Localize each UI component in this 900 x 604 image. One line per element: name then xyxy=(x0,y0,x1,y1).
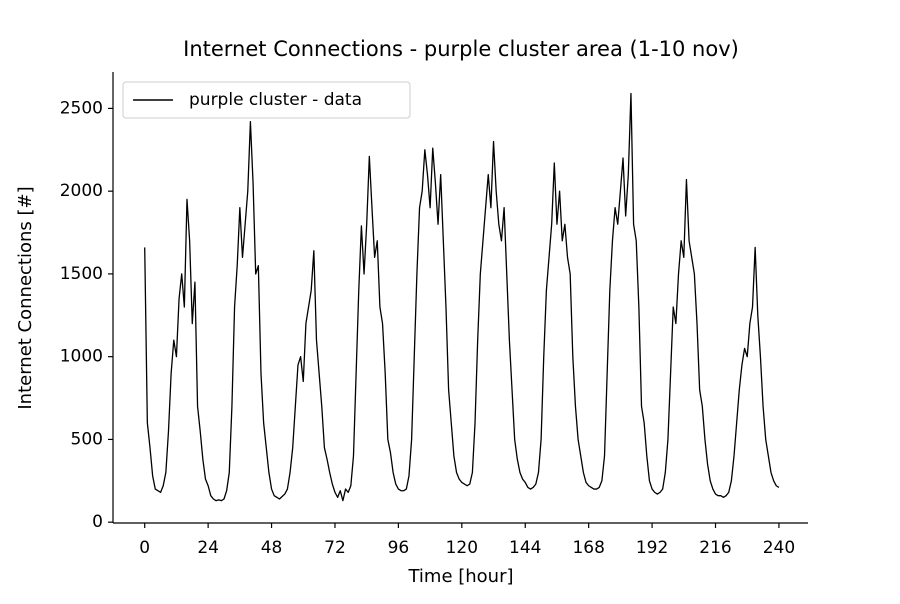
x-tick-label: 240 xyxy=(763,538,795,558)
legend-box xyxy=(122,81,411,119)
x-tick-label: 168 xyxy=(572,538,604,558)
x-tick-label: 24 xyxy=(197,538,219,558)
x-axis-label: Time [hour] xyxy=(407,566,513,587)
x-tick-label: 144 xyxy=(509,538,541,558)
y-tick-label: 500 xyxy=(71,429,103,449)
x-tick-label: 120 xyxy=(446,538,478,558)
y-tick-label: 2500 xyxy=(60,98,103,118)
x-tick-label: 192 xyxy=(636,538,668,558)
legend-label: purple cluster - data xyxy=(189,90,362,110)
y-tick-label: 1500 xyxy=(60,264,103,284)
x-tick-label: 48 xyxy=(261,538,283,558)
x-tick-label: 96 xyxy=(388,538,410,558)
x-tick-label: 216 xyxy=(699,538,731,558)
x-tick-label: 0 xyxy=(139,538,150,558)
y-tick-label: 0 xyxy=(92,512,103,532)
data-line xyxy=(144,92,780,502)
chart-title: Internet Connections - purple cluster ar… xyxy=(183,37,739,61)
y-axis-label: Internet Connections [#] xyxy=(15,186,36,409)
y-tick-label: 1000 xyxy=(60,347,103,367)
x-tick-label: 72 xyxy=(324,538,346,558)
y-tick-label: 2000 xyxy=(60,181,103,201)
